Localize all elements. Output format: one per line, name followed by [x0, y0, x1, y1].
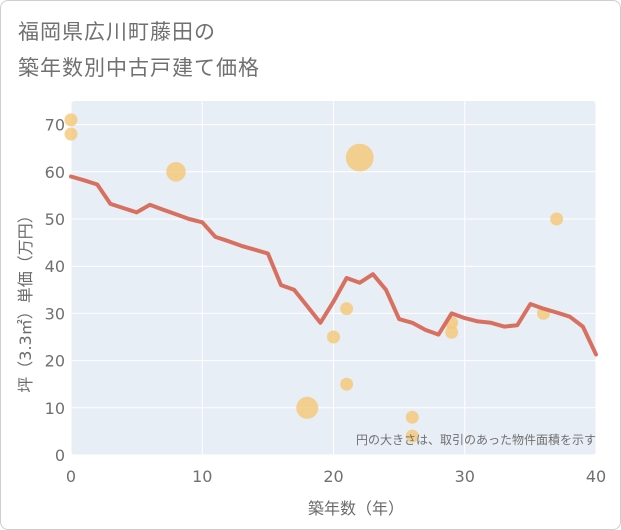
bubble-series	[64, 113, 564, 443]
bubble-point-2	[166, 162, 186, 182]
y-tick-label-50: 50	[45, 210, 65, 229]
y-tick-label-70: 70	[45, 116, 65, 135]
y-tick-label-20: 20	[45, 352, 65, 371]
y-tick-label-60: 60	[45, 163, 65, 182]
y-tick-label-30: 30	[45, 304, 65, 323]
bubble-point-13	[550, 212, 564, 226]
chart-title-line-1: 福岡県広川町藤田の	[18, 20, 216, 44]
bubble-point-7	[296, 396, 319, 419]
bubble-point-9	[405, 429, 419, 443]
x-tick-label-0: 0	[66, 467, 76, 486]
x-tick-label-40: 40	[586, 467, 606, 486]
x-tick-label-20: 20	[323, 467, 343, 486]
bubble-point-5	[327, 330, 340, 344]
axis-ticks: 0 10 20 30 40 0 10 20 30 40 50 60 70	[45, 116, 607, 486]
bubble-point-6	[340, 377, 354, 391]
y-tick-label-40: 40	[45, 257, 65, 276]
bubble-point-0	[64, 113, 78, 127]
y-tick-label-10: 10	[45, 399, 65, 418]
x-tick-label-10: 10	[192, 467, 212, 486]
bubble-point-10	[445, 325, 459, 339]
bubble-point-1	[64, 127, 78, 141]
x-axis-label: 築年数（年）	[308, 499, 404, 518]
bubble-point-3	[345, 143, 374, 172]
chart-title: 福岡県広川町藤田の 築年数別中古戸建て価格	[18, 14, 260, 86]
x-tick-label-30: 30	[455, 467, 475, 486]
bubble-size-note: 円の大きさは、取引のあった物件面積を示す	[356, 432, 596, 447]
grid-lines	[70, 101, 597, 456]
y-tick-label-0: 0	[55, 446, 65, 465]
line-series	[69, 174, 598, 357]
bubble-point-4	[340, 302, 354, 316]
y-axis-label: 坪（3.3㎡）単価（万円）	[16, 207, 35, 392]
average-price-line	[69, 174, 598, 357]
bubble-point-8	[405, 410, 419, 424]
chart-title-line-2: 築年数別中古戸建て価格	[18, 56, 260, 80]
